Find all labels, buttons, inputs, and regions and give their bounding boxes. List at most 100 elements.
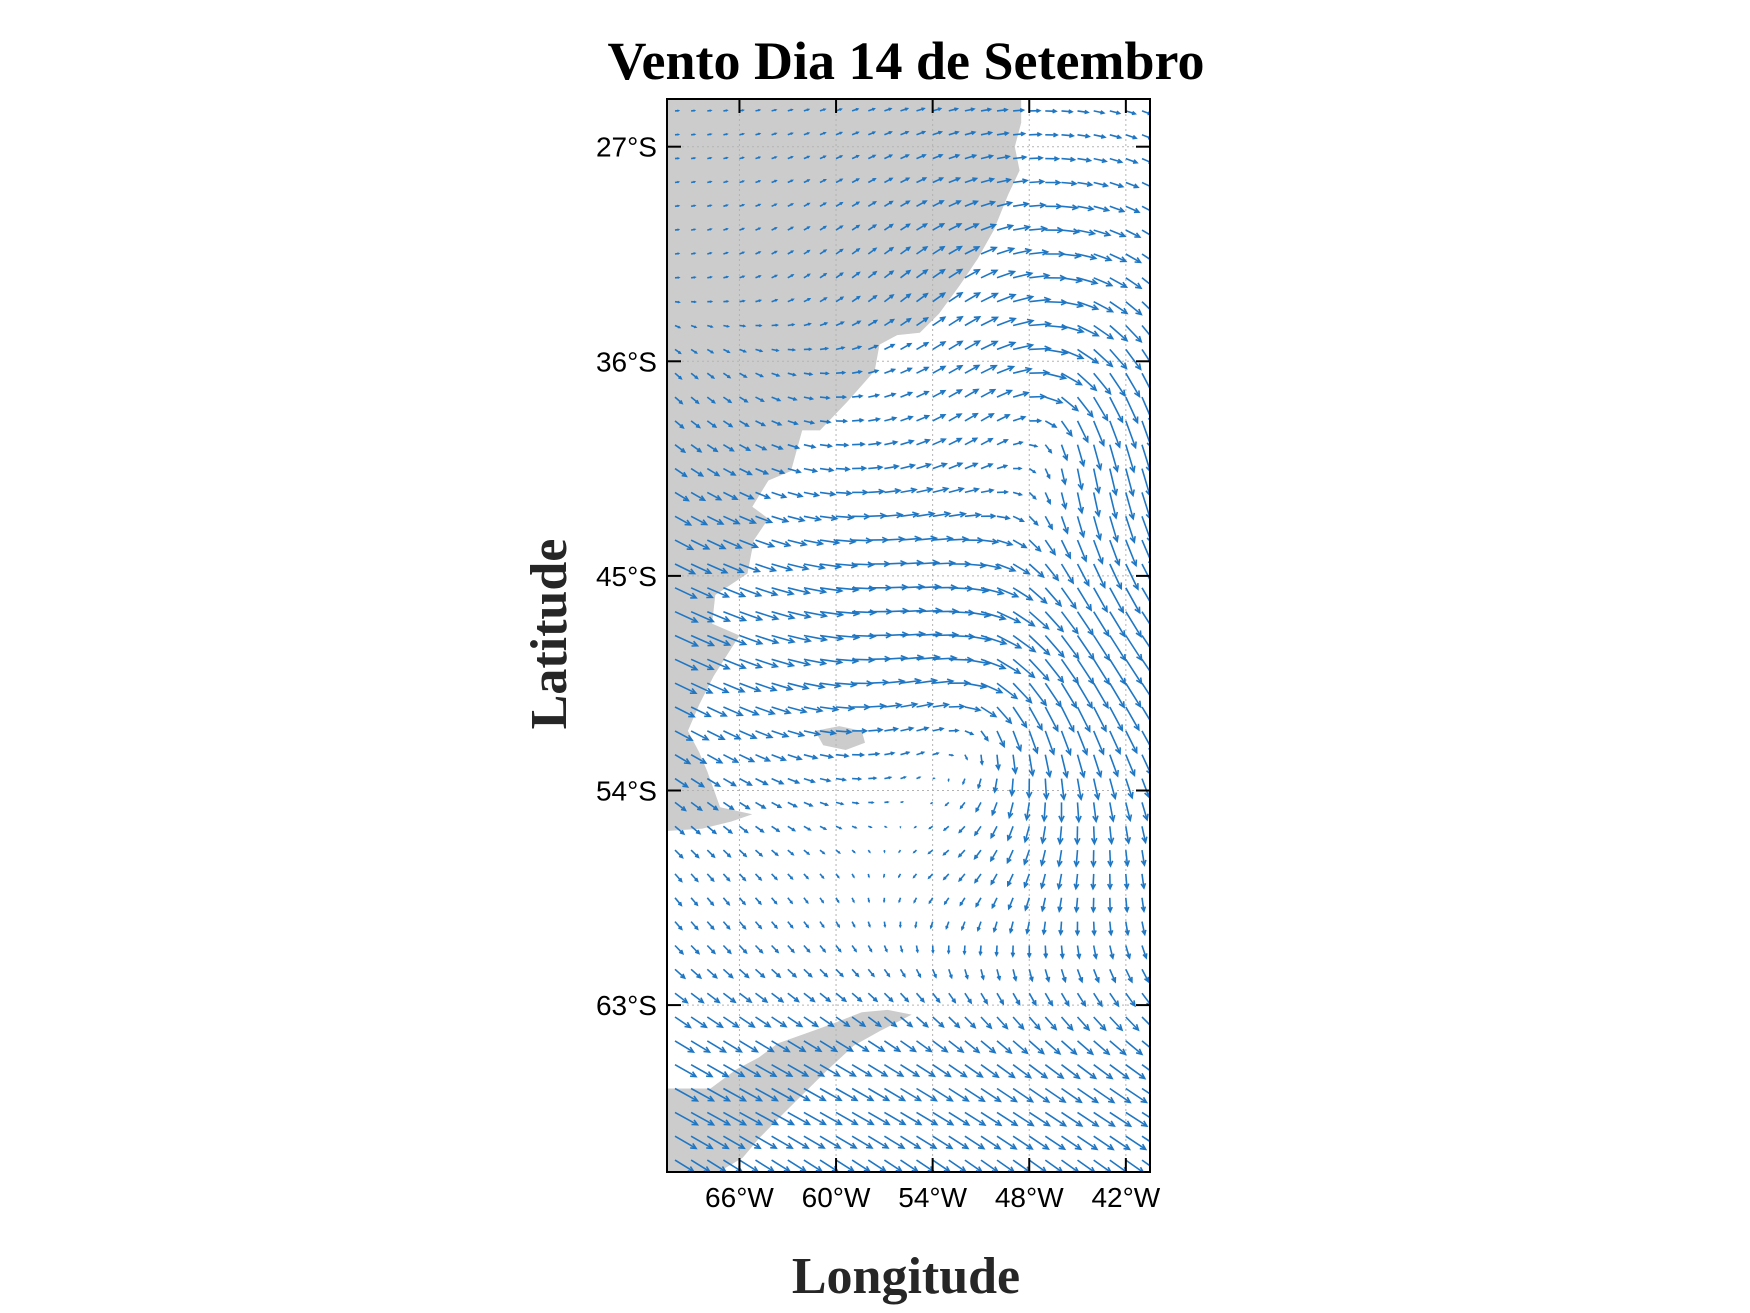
wind-vector-head xyxy=(764,493,772,500)
wind-vector-shaft xyxy=(787,706,807,713)
wind-vector xyxy=(819,1135,842,1149)
wind-vector-head xyxy=(712,973,718,979)
wind-vector-head xyxy=(918,776,922,779)
wind-vector xyxy=(1023,873,1031,889)
wind-vector-head xyxy=(827,753,835,759)
wind-vector xyxy=(1028,515,1039,527)
wind-vector-shaft xyxy=(739,706,759,716)
wind-vector xyxy=(948,703,966,710)
wind-vector xyxy=(755,1087,780,1102)
wind-vector xyxy=(1060,611,1079,635)
wind-vector-head xyxy=(845,728,853,735)
wind-vector-head xyxy=(714,781,722,788)
wind-vector-head xyxy=(1053,156,1061,162)
wind-vector xyxy=(973,825,982,837)
wind-vector-head xyxy=(888,131,893,135)
wind-vector-shaft xyxy=(991,802,998,815)
wind-vector-head xyxy=(715,757,724,764)
wind-vector-shaft xyxy=(852,539,872,542)
wind-vector xyxy=(738,968,750,979)
wind-vector-head xyxy=(1074,252,1082,259)
wind-vector-shaft xyxy=(1077,277,1098,285)
wind-vector-shaft xyxy=(980,178,994,184)
wind-vector-head xyxy=(1094,486,1101,495)
wind-vector xyxy=(883,200,894,207)
wind-vector xyxy=(1076,492,1085,515)
wind-vector xyxy=(755,587,779,597)
wind-vector xyxy=(722,372,732,379)
wind-vector-shaft xyxy=(771,563,792,571)
wind-vector xyxy=(690,180,697,184)
wind-vector-head xyxy=(795,468,802,474)
wind-vector xyxy=(706,396,716,404)
wind-vector-head xyxy=(922,1021,929,1028)
wind-vector-shaft xyxy=(706,1159,727,1172)
wind-vector-head xyxy=(1023,858,1029,866)
wind-vector-head xyxy=(994,1119,1003,1127)
wind-vector xyxy=(883,1016,898,1028)
wind-vector-shaft xyxy=(1028,515,1039,526)
wind-vector xyxy=(962,945,967,956)
wind-vector xyxy=(1028,1016,1042,1031)
wind-vector-shaft xyxy=(723,753,739,763)
wind-vector-head xyxy=(718,734,726,741)
wind-vector-shaft xyxy=(884,538,905,541)
wind-vector xyxy=(1008,921,1014,934)
wind-vector-head xyxy=(1043,648,1051,656)
wind-vector-shaft xyxy=(739,1087,762,1102)
wind-vector-shaft xyxy=(1060,396,1079,412)
wind-vector xyxy=(739,825,749,834)
wind-vector xyxy=(755,610,780,621)
wind-vector xyxy=(980,130,994,136)
wind-vector xyxy=(1012,658,1036,679)
wind-vector xyxy=(690,491,707,502)
wind-vector-shaft xyxy=(723,1135,745,1149)
wind-vector-head xyxy=(884,948,888,953)
wind-vector xyxy=(723,730,742,740)
wind-vector-shaft xyxy=(819,1111,842,1126)
wind-vector xyxy=(706,992,721,1004)
wind-vector-shaft xyxy=(1141,468,1150,496)
wind-vector xyxy=(1125,1135,1148,1151)
wind-vector-head xyxy=(839,131,844,135)
wind-vector xyxy=(739,610,764,622)
wind-vector xyxy=(723,204,729,208)
wind-vector-shaft xyxy=(706,1064,729,1078)
wind-vector-head xyxy=(872,270,878,276)
wind-vector xyxy=(1075,802,1082,824)
wind-vector-shaft xyxy=(771,634,795,643)
wind-vector-head xyxy=(790,179,794,183)
wind-vector-head xyxy=(732,757,740,763)
wind-vector xyxy=(900,391,914,398)
wind-vector xyxy=(867,224,878,231)
wind-vector xyxy=(916,292,929,303)
wind-vector-head xyxy=(836,875,840,879)
wind-vector-head xyxy=(726,949,732,955)
wind-vector-head xyxy=(806,155,811,159)
wind-vector-head xyxy=(1103,1048,1111,1056)
wind-vector-head xyxy=(907,415,914,421)
wind-vector xyxy=(932,752,940,756)
wind-vector xyxy=(690,992,705,1004)
wind-vector-shaft xyxy=(1028,611,1049,630)
wind-vector-shaft xyxy=(674,944,684,955)
wind-vector-shaft xyxy=(723,658,746,669)
wind-vector-head xyxy=(731,494,739,501)
wind-vector-head xyxy=(866,1094,875,1102)
wind-vector xyxy=(1076,539,1088,563)
wind-vector xyxy=(884,392,897,398)
wind-vector-shaft xyxy=(916,609,942,613)
wind-vector xyxy=(770,897,778,905)
wind-vector-head xyxy=(742,877,747,882)
wind-vector-shaft xyxy=(1125,850,1129,866)
wind-vector-shaft xyxy=(883,1135,905,1149)
wind-vector-head xyxy=(1085,603,1093,612)
wind-vector-head xyxy=(1079,459,1086,468)
wind-vector xyxy=(1045,372,1068,381)
wind-vector-shaft xyxy=(1109,992,1120,1007)
wind-vector-shaft xyxy=(819,443,832,447)
wind-vector-head xyxy=(825,996,832,1003)
wind-vector-shaft xyxy=(1093,1064,1113,1080)
wind-vector xyxy=(835,490,853,497)
wind-vector-head xyxy=(1046,499,1051,505)
